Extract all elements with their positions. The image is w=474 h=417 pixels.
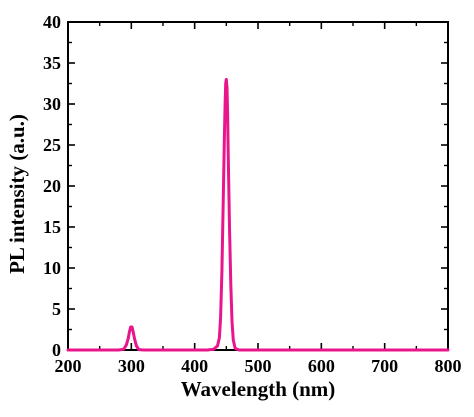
x-axis-label: Wavelength (nm) — [181, 377, 336, 401]
y-tick-label: 5 — [52, 299, 61, 319]
x-tick-label: 300 — [118, 356, 145, 376]
plot-frame — [67, 21, 449, 351]
y-tick-label: 0 — [52, 340, 61, 360]
x-tick-label: 500 — [245, 356, 272, 376]
y-tick-label: 10 — [43, 258, 61, 278]
x-tick-label: 400 — [181, 356, 208, 376]
x-tick-label: 600 — [308, 356, 335, 376]
y-tick-label: 25 — [43, 135, 61, 155]
x-tick-label: 700 — [371, 356, 398, 376]
y-tick-label: 15 — [43, 217, 61, 237]
y-tick-label: 30 — [43, 94, 61, 114]
x-tick-label: 200 — [55, 356, 82, 376]
y-axis-label: PL intensity (a.u.) — [5, 114, 29, 274]
y-tick-label: 35 — [43, 53, 61, 73]
pl-series-line — [66, 77, 450, 352]
y-tick-label: 20 — [43, 176, 61, 196]
y-tick-label: 40 — [43, 12, 61, 32]
x-tick-label: 800 — [435, 356, 462, 376]
